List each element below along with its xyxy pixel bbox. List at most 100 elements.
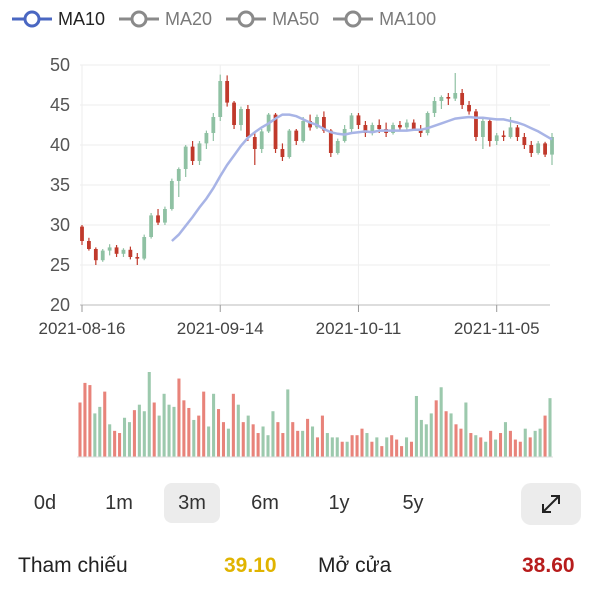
- candle-body: [121, 249, 126, 254]
- volume-bar: [459, 428, 463, 457]
- ma10-line: [171, 113, 553, 242]
- ma20-toggle-icon: [119, 10, 160, 28]
- legend-ma100[interactable]: MA100: [333, 9, 436, 30]
- volume-bar: [380, 446, 384, 457]
- candle-body: [515, 127, 520, 137]
- volume-bar: [350, 435, 354, 457]
- volume-bar: [404, 437, 409, 457]
- range-6m[interactable]: 6m: [251, 492, 279, 514]
- candle-body: [80, 226, 84, 241]
- candle-body: [487, 121, 492, 141]
- candle-body: [370, 125, 375, 133]
- ma100-toggle-icon: [333, 10, 374, 28]
- volume-bar: [88, 385, 92, 457]
- volume-bar: [108, 424, 112, 457]
- volume-bar: [449, 413, 453, 457]
- candle-body: [135, 257, 140, 259]
- volume-bar: [518, 441, 522, 457]
- volume-bar: [360, 428, 364, 457]
- candle-body: [453, 93, 458, 99]
- volume-bar: [118, 433, 122, 457]
- volume-bar: [365, 433, 369, 457]
- volume-bar: [419, 419, 423, 457]
- volume-bar: [474, 435, 478, 457]
- volume-bar: [78, 402, 82, 457]
- range-1m[interactable]: 1m: [105, 492, 133, 514]
- volume-bar: [192, 419, 196, 457]
- candle-body: [287, 130, 292, 157]
- candlesticks: [80, 73, 554, 265]
- open-label: Mở cửa: [318, 554, 392, 577]
- volume-bar: [503, 422, 508, 457]
- volume-bar: [454, 424, 458, 457]
- legend-ma20[interactable]: MA20: [119, 9, 212, 30]
- candle-body: [315, 117, 319, 128]
- volume-bar: [93, 413, 97, 457]
- candle-body: [245, 109, 250, 137]
- candle-body: [301, 121, 306, 141]
- volume-bar: [266, 435, 270, 457]
- candle-body: [391, 125, 395, 133]
- legend-label: MA10: [58, 8, 106, 29]
- volume-bar: [508, 430, 512, 457]
- legend-ma50[interactable]: MA50: [226, 9, 319, 30]
- volume-bar: [315, 437, 320, 457]
- x-axis-ticks: 2021-08-16 2021-09-14 2021-10-11 2021-11-05: [39, 305, 540, 338]
- volume-bar: [528, 437, 532, 457]
- candle-body: [501, 135, 506, 137]
- y-tick-label: 45: [50, 95, 70, 115]
- volume-bar: [385, 437, 389, 457]
- candle-body: [467, 105, 471, 112]
- candle-body: [363, 125, 368, 133]
- candle-body: [356, 115, 361, 125]
- volume-bar: [320, 415, 324, 457]
- volume-bar: [340, 441, 344, 457]
- ma50-toggle-icon: [226, 10, 267, 28]
- candle-body: [494, 135, 499, 141]
- volume-bar: [177, 378, 181, 457]
- volume-bar: [172, 406, 176, 457]
- range-0d[interactable]: 0d: [33, 492, 57, 514]
- candle-body: [550, 137, 554, 155]
- volume-bar: [276, 422, 280, 457]
- volume-bar: [345, 441, 349, 457]
- candle-body: [335, 141, 340, 153]
- candle-body: [93, 249, 98, 261]
- range-3m[interactable]: 3m: [164, 483, 220, 523]
- ma-legend: MA10 MA20 MA50 MA100: [12, 4, 600, 34]
- volume-bar: [152, 402, 156, 457]
- legend-label: MA50: [272, 8, 320, 29]
- volume-bar: [543, 415, 547, 457]
- volume-bar: [533, 430, 537, 457]
- candle-body: [543, 143, 547, 155]
- range-1y[interactable]: 1y: [328, 492, 350, 514]
- candle-body: [239, 109, 243, 125]
- volume-bar: [498, 433, 503, 457]
- y-tick-label: 25: [50, 255, 70, 275]
- volume-bar: [231, 393, 235, 457]
- volume-bar: [197, 415, 201, 457]
- y-tick-label: 35: [50, 175, 70, 195]
- y-tick-label: 40: [50, 135, 70, 155]
- volume-bar: [286, 389, 290, 457]
- volume-bar: [400, 446, 404, 457]
- candle-body: [225, 81, 230, 103]
- range-selector: 0d 1m 3m 6m 1y 5y: [0, 483, 600, 525]
- volume-bar: [489, 430, 493, 457]
- volume-bar: [301, 430, 305, 457]
- volume-bar: [212, 393, 216, 457]
- candle-body: [176, 169, 181, 181]
- expand-button[interactable]: [521, 483, 581, 525]
- volume-bar: [157, 415, 161, 457]
- candle-body: [197, 143, 202, 161]
- candle-body: [411, 122, 416, 129]
- range-5y[interactable]: 5y: [402, 492, 424, 514]
- volume-bar: [236, 404, 240, 457]
- candle-body: [439, 97, 444, 101]
- candle-body: [163, 209, 167, 223]
- volume-bar: [167, 404, 171, 457]
- open-value: 38.60: [522, 554, 575, 577]
- candle-body: [232, 102, 236, 125]
- legend-ma10[interactable]: MA10: [12, 9, 105, 30]
